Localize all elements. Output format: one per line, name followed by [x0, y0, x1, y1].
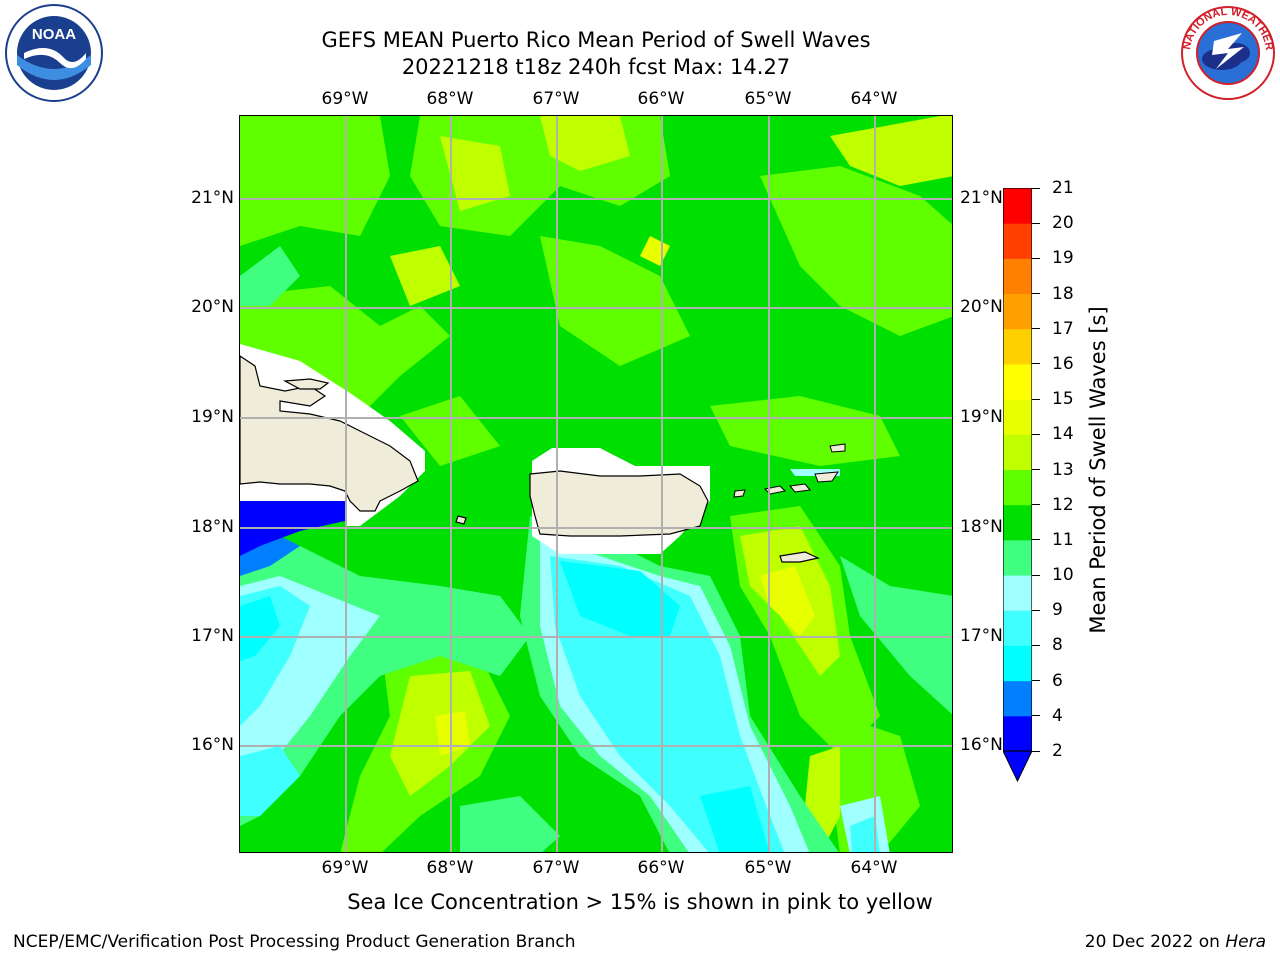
- colorbar-tick-mark: [1032, 433, 1040, 435]
- lon-label-bottom-68w: 68°W: [426, 858, 474, 878]
- colorbar-segment: [1003, 715, 1032, 752]
- colorbar-tick-mark: [1032, 187, 1040, 189]
- credit-line: NCEP/EMC/Verification Post Processing Pr…: [13, 932, 576, 952]
- colorbar-tick-mark: [1032, 715, 1040, 717]
- colorbar-segment: [1003, 610, 1032, 646]
- colorbar-segment: [1003, 258, 1032, 295]
- colorbar-tick-mark: [1032, 293, 1040, 295]
- colorbar-tick-mark: [1032, 363, 1040, 365]
- colorbar-tick-label: 15: [1052, 389, 1074, 410]
- colorbar-segment: [1003, 223, 1032, 259]
- chart-subtitle: 20221218 t18z 240h fcst Max: 14.27: [401, 55, 791, 79]
- lat-label-left-18n: 18°N: [191, 517, 234, 537]
- colorbar-tick-label: 6: [1052, 670, 1063, 691]
- colorbar-tick-mark: [1032, 539, 1040, 541]
- contour-14-15: [435, 236, 815, 756]
- colorbar-tick-mark: [1032, 469, 1040, 470]
- colorbar-segment: [1003, 645, 1032, 682]
- colorbar-tick-mark: [1032, 644, 1040, 646]
- colorbar-tick-label: 17: [1052, 318, 1074, 339]
- colorbar-tick-mark: [1032, 680, 1040, 682]
- date-text: 20 Dec 2022 on: [1084, 932, 1226, 952]
- lon-label-bottom-66w: 66°W: [637, 858, 685, 878]
- lat-label-left-16n: 16°N: [191, 735, 234, 755]
- lat-label-left-19n: 19°N: [191, 407, 234, 427]
- nws-logo: NATIONAL WEATHER SERVICE: [1174, 0, 1278, 107]
- colorbar-tick-label: 10: [1052, 565, 1074, 586]
- lat-label-left-21n: 21°N: [191, 188, 234, 208]
- swell-period-map: [239, 115, 953, 853]
- colorbar-segment: [1003, 680, 1032, 717]
- graticule: [240, 116, 952, 852]
- lon-label-bottom-69w: 69°W: [321, 858, 369, 878]
- colorbar-segment: [1003, 188, 1032, 224]
- colorbar-extend-triangle: [1003, 750, 1032, 783]
- lon-label-top-68w: 68°W: [426, 89, 474, 109]
- lon-label-top-67w: 67°W: [532, 89, 580, 109]
- lon-label-bottom-67w: 67°W: [532, 858, 580, 878]
- colorbar-tick-label: 13: [1052, 459, 1074, 480]
- colorbar-tick-label: 20: [1052, 213, 1074, 234]
- colorbar-segments: [1003, 188, 1032, 752]
- colorbar-tick-label: 16: [1052, 353, 1074, 374]
- colorbar-tick-mark: [1032, 574, 1040, 576]
- date-note: 20 Dec 2022 on Hera: [1085, 932, 1266, 952]
- colorbar-tick-mark: [1032, 222, 1040, 224]
- colorbar-tick-label: 14: [1052, 424, 1074, 445]
- lon-label-top-69w: 69°W: [321, 89, 369, 109]
- colorbar-tick-label: 12: [1052, 494, 1074, 515]
- lat-label-right-20n: 20°N: [960, 297, 1003, 317]
- colorbar-segment: [1003, 328, 1032, 365]
- contour-6-8: [240, 561, 770, 852]
- colorbar-segment: [1003, 575, 1032, 611]
- colorbar-label: Mean Period of Swell Waves [s]: [1086, 306, 1110, 634]
- host-name: Hera: [1225, 932, 1266, 952]
- lon-label-top-65w: 65°W: [744, 89, 792, 109]
- colorbar-tick-mark: [1032, 504, 1040, 506]
- colorbar: [1003, 188, 1032, 783]
- colorbar-segment: [1003, 504, 1032, 541]
- noaa-logo: NOAA: [4, 3, 104, 107]
- lon-label-bottom-64w: 64°W: [850, 858, 898, 878]
- colorbar-tick-mark: [1032, 750, 1040, 752]
- lon-label-bottom-65w: 65°W: [744, 858, 792, 878]
- sea-ice-note: Sea Ice Concentration > 15% is shown in …: [347, 890, 933, 914]
- chart-title: GEFS MEAN Puerto Rico Mean Period of Swe…: [321, 28, 871, 52]
- colorbar-segment: [1003, 293, 1032, 330]
- colorbar-tick-label: 19: [1052, 248, 1074, 269]
- lat-label-left-17n: 17°N: [191, 626, 234, 646]
- lat-label-right-18n: 18°N: [960, 517, 1003, 537]
- lat-label-right-19n: 19°N: [960, 407, 1003, 427]
- lat-label-right-21n: 21°N: [960, 188, 1003, 208]
- lat-label-right-17n: 17°N: [960, 626, 1003, 646]
- svg-text:NOAA: NOAA: [32, 26, 76, 43]
- colorbar-segment: [1003, 363, 1032, 400]
- colorbar-outline: [1003, 188, 1032, 752]
- colorbar-tick-mark: [1032, 257, 1040, 259]
- colorbar-tick-label: 2: [1052, 741, 1063, 761]
- colorbar-tick-label: 18: [1052, 283, 1074, 304]
- colorbar-tick-label: 8: [1052, 635, 1063, 656]
- colorbar-segment: [1003, 469, 1032, 506]
- lon-label-top-64w: 64°W: [850, 89, 898, 109]
- colorbar-segment: [1003, 539, 1032, 576]
- colorbar-segment: [1003, 434, 1032, 470]
- colorbar-tick-label: 11: [1052, 529, 1074, 550]
- colorbar-tick-mark: [1032, 398, 1040, 400]
- colorbar-tick-label: 9: [1052, 600, 1063, 621]
- colorbar-segment: [1003, 399, 1032, 435]
- lon-label-top-66w: 66°W: [637, 89, 685, 109]
- colorbar-tick-label: 21: [1052, 178, 1074, 198]
- colorbar-tick-mark: [1032, 609, 1040, 611]
- colorbar-tick-mark: [1032, 328, 1040, 330]
- colorbar-tick-label: 4: [1052, 705, 1063, 726]
- lat-label-left-20n: 20°N: [191, 297, 234, 317]
- lat-label-right-16n: 16°N: [960, 735, 1003, 755]
